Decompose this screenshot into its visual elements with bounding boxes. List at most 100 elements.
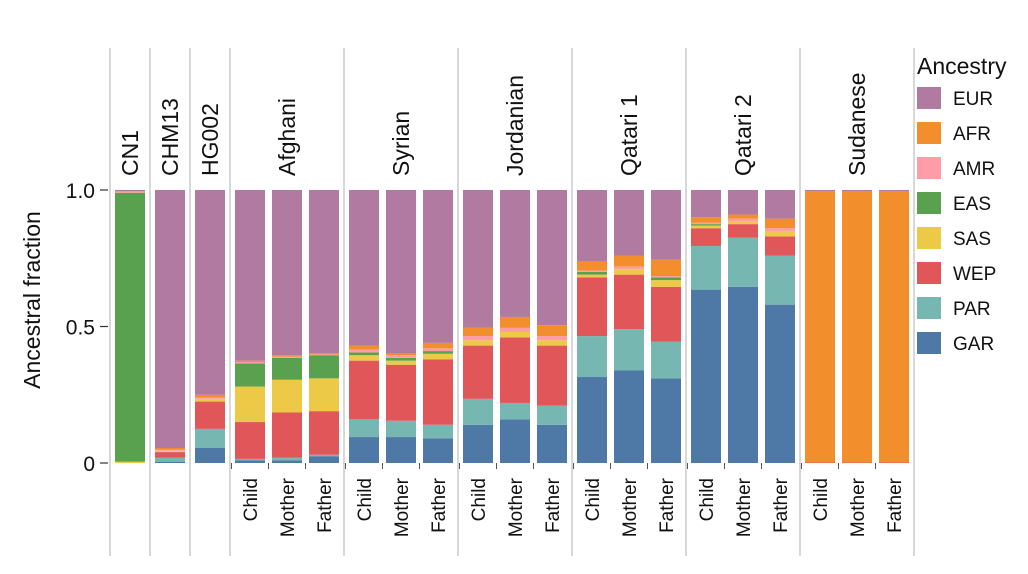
bar-segment-qatari-1-mother-afr <box>614 255 644 267</box>
bar-segment-jordanian-child-par <box>463 398 493 425</box>
bar-segment-syrian-child-wep <box>349 360 379 420</box>
bar-segment-qatari-1-child-amr <box>577 270 607 272</box>
bar-segment-qatari-2-father-wep <box>765 236 795 256</box>
bar-segment-afghani-father-sas <box>309 378 339 412</box>
bar-label-child: Child <box>583 478 604 521</box>
bar-segment-syrian-child-afr <box>349 345 379 350</box>
legend-swatch-par <box>917 297 941 319</box>
bar-segment-afghani-child-eas <box>235 363 265 387</box>
bar-label-father: Father <box>315 477 336 533</box>
bar-segment-chm13-sample-par <box>155 457 185 462</box>
bar-segment-jordanian-father-afr <box>537 325 567 337</box>
bar-segment-afghani-child-gar <box>235 460 265 463</box>
bar-segment-qatari-1-father-gar <box>651 378 681 463</box>
bar-segment-syrian-child-sas <box>349 355 379 361</box>
bar-segment-hg002-sample-eur <box>195 190 225 395</box>
bar-segment-sudanese-father-wep <box>879 462 909 463</box>
bar-segment-syrian-mother-eur <box>386 190 416 354</box>
bar-segment-qatari-1-mother-amr <box>614 266 644 270</box>
bar-segment-sudanese-mother-wep <box>842 462 872 463</box>
bar-segment-qatari-2-child-afr <box>691 217 721 223</box>
bar-segment-syrian-father-wep <box>423 359 453 425</box>
bar-segment-sudanese-child-eur <box>805 190 835 192</box>
y-axis-label: Ancestral fraction <box>19 211 45 389</box>
bar-segment-hg002-sample-wep <box>195 401 225 429</box>
bar-label-mother: Mother <box>848 477 869 537</box>
legend-swatch-eur <box>917 87 941 109</box>
bar-segment-qatari-1-father-afr <box>651 259 681 276</box>
bar-segment-afghani-child-eur <box>235 190 265 361</box>
bar-segment-sudanese-child-afr <box>805 191 835 463</box>
bar-segment-cn1-sample-amr <box>115 191 145 193</box>
legend-swatch-amr <box>917 157 941 179</box>
bar-segment-syrian-child-eur <box>349 190 379 346</box>
bar-segment-sudanese-father-afr <box>879 191 909 463</box>
bars-layer <box>115 190 909 463</box>
bar-segment-qatari-2-father-par <box>765 255 795 305</box>
bar-segment-syrian-father-par <box>423 424 453 439</box>
bar-segment-sudanese-mother-eur <box>842 190 872 192</box>
bar-segment-afghani-child-par <box>235 458 265 461</box>
bar-segment-qatari-2-child-wep <box>691 228 721 246</box>
bar-segment-jordanian-father-eur <box>537 190 567 326</box>
bar-segment-afghani-mother-eur <box>272 190 302 356</box>
group-label-hg002: HG002 <box>197 103 223 176</box>
bar-label-child: Child <box>811 478 832 521</box>
bar-segment-qatari-1-child-sas <box>577 274 607 278</box>
bar-segment-sudanese-child-wep <box>805 462 835 463</box>
bar-segment-hg002-sample-afr <box>195 394 225 398</box>
bar-segment-syrian-mother-gar <box>386 437 416 463</box>
bar-segment-qatari-1-child-afr <box>577 260 607 271</box>
bar-segment-afghani-father-par <box>309 454 339 457</box>
bar-segment-chm13-sample-afr <box>155 447 185 450</box>
bar-segment-qatari-2-mother-wep <box>728 224 758 238</box>
bar-segment-syrian-father-gar <box>423 438 453 463</box>
bar-segment-jordanian-father-wep <box>537 345 567 406</box>
bar-segment-cn1-sample-sas <box>115 461 145 463</box>
bar-segment-jordanian-mother-afr <box>500 316 530 328</box>
bar-segment-jordanian-child-gar <box>463 424 493 463</box>
group-label-afghani: Afghani <box>274 98 300 176</box>
bar-segment-jordanian-father-amr <box>537 336 567 341</box>
bar-segment-qatari-1-child-eur <box>577 190 607 261</box>
bar-segment-qatari-2-father-sas <box>765 230 795 237</box>
bar-segment-jordanian-mother-amr <box>500 327 530 332</box>
legend-label-gar: GAR <box>953 334 994 355</box>
y-tick-label: 1.0 <box>66 180 95 203</box>
bar-label-child: Child <box>355 478 376 521</box>
legend-label-par: PAR <box>953 299 991 320</box>
bar-segment-afghani-father-eur <box>309 190 339 353</box>
group-label-cn1: CN1 <box>117 130 143 176</box>
bar-segment-qatari-1-father-eas <box>651 277 681 281</box>
bar-label-mother: Mother <box>392 477 413 537</box>
bar-labels: Child Mother Father Child Mother Father Child M… <box>231 463 906 537</box>
bar-segment-qatari-2-mother-par <box>728 237 758 287</box>
bar-segment-afghani-mother-amr <box>272 356 302 358</box>
legend-title: Ancestry <box>917 53 1007 79</box>
bar-segment-cn1-sample-eur <box>115 190 145 192</box>
bar-segment-afghani-mother-gar <box>272 460 302 463</box>
bar-segment-syrian-mother-eas <box>386 357 416 361</box>
bar-segment-qatari-2-child-sas <box>691 225 721 229</box>
bar-segment-qatari-2-mother-sas <box>728 221 758 225</box>
bar-label-child: Child <box>697 478 718 521</box>
legend-swatch-eas <box>917 192 941 214</box>
bar-segment-qatari-2-child-eas <box>691 224 721 226</box>
bar-segment-qatari-1-father-par <box>651 341 681 379</box>
legend-swatch-sas <box>917 227 941 249</box>
bar-segment-chm13-sample-wep <box>155 452 185 458</box>
bar-segment-syrian-father-afr <box>423 342 453 349</box>
bar-segment-hg002-sample-gar <box>195 447 225 463</box>
bar-label-mother: Mother <box>734 477 755 537</box>
bar-segment-jordanian-child-eur <box>463 190 493 328</box>
bar-segment-syrian-mother-wep <box>386 364 416 421</box>
bar-segment-qatari-1-mother-par <box>614 329 644 371</box>
bar-segment-qatari-2-child-gar <box>691 289 721 463</box>
legend-label-eur: EUR <box>953 89 993 110</box>
bar-segment-afghani-father-gar <box>309 456 339 463</box>
bar-segment-afghani-father-afr <box>309 352 339 355</box>
legend-label-wep: WEP <box>953 264 996 285</box>
bar-segment-qatari-1-father-sas <box>651 280 681 287</box>
bar-segment-hg002-sample-amr <box>195 397 225 399</box>
